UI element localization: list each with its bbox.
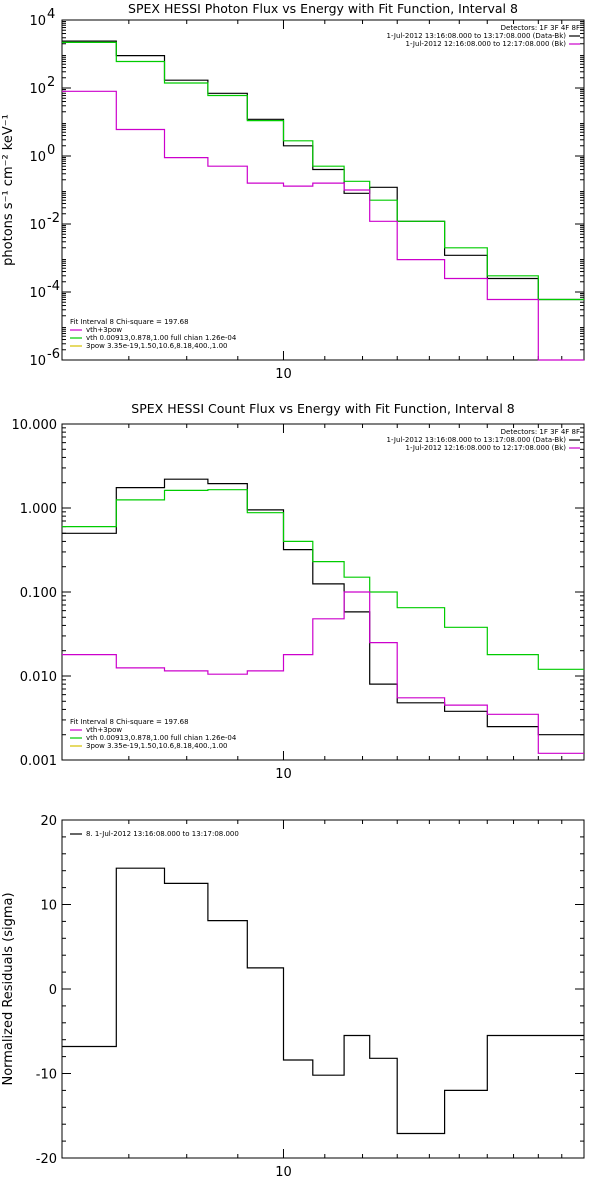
y-tick-exponent: -4 (47, 279, 60, 294)
series-line (62, 41, 584, 301)
legend-entry-label: 8. 1-Jul-2012 13:16:08.000 to 13:17:08.0… (86, 830, 239, 838)
y-tick-label: 10.000 (12, 418, 58, 433)
panel-2: SPEX HESSI Count Flux vs Energy with Fit… (12, 401, 585, 782)
legend-entry-label: 1-Jul-2012 12:16:08.000 to 12:17:08.000 … (406, 444, 567, 452)
y-tick-label: 0.100 (20, 586, 57, 601)
plot-frame (61, 423, 585, 761)
y-tick-exponent: 0 (47, 143, 55, 158)
y-tick-exponent: 2 (47, 75, 55, 90)
legend-entry-label: 1-Jul-2012 12:16:08.000 to 12:17:08.000 … (406, 40, 567, 48)
chart-title: SPEX HESSI Count Flux vs Energy with Fit… (131, 401, 514, 416)
x-tick-label: 10 (275, 767, 292, 782)
fit-summary: Fit Interval 8 Chi-square = 197.68 (70, 718, 189, 726)
series-3 (62, 591, 584, 754)
series-line (62, 40, 584, 301)
y-tick-label: 0.001 (20, 754, 57, 769)
series-line (62, 591, 584, 754)
plot-frame (61, 19, 585, 361)
y-tick-label: 10 (29, 218, 46, 233)
y-tick-exponent: 4 (47, 7, 55, 22)
series-line (62, 489, 584, 670)
y-tick-label: 10 (29, 82, 46, 97)
fit-component: 3pow 3.35e-19,1.50,10.6,8.18,400.,1.00 (86, 742, 228, 750)
fit-component: vth+3pow (86, 326, 122, 334)
fit-component: vth 0.00913,0.878,1.00 full chian 1.26e-… (86, 334, 237, 342)
y-tick-label: 20 (40, 814, 57, 829)
legend-entry-label: 1-Jul-2012 13:16:08.000 to 13:17:08.000 … (387, 32, 567, 40)
y-tick-label: 10 (29, 14, 46, 29)
x-tick-label: 10 (275, 1165, 292, 1180)
series-1 (62, 867, 584, 1135)
legend: Detectors: 1F 3F 4F 8F1-Jul-2012 13:16:0… (387, 24, 580, 48)
fit-component: vth+3pow (86, 726, 122, 734)
panel-1: SPEX HESSI Photon Flux vs Energy with Fi… (1, 1, 585, 382)
y-tick-exponent: -6 (47, 347, 60, 362)
y-axis-label: photons s⁻¹ cm⁻² keV⁻¹ (1, 114, 16, 266)
panel-3: 20 10 0 -10 -20 10 Normalized Residuals (sigma… (1, 814, 585, 1180)
legend: Detectors: 1F 3F 4F 8F1-Jul-2012 13:16:0… (387, 428, 580, 452)
y-tick-exponent: -2 (47, 211, 60, 226)
legend: 8. 1-Jul-2012 13:16:08.000 to 13:17:08.0… (70, 830, 239, 838)
fit-info: Fit Interval 8 Chi-square = 197.68vth+3p… (70, 318, 237, 350)
y-axis-label: Normalized Residuals (sigma) (1, 892, 16, 1085)
series-1 (62, 478, 584, 736)
series-2 (62, 41, 584, 301)
fit-summary: Fit Interval 8 Chi-square = 197.68 (70, 318, 189, 326)
series-line (62, 90, 584, 361)
fit-info: Fit Interval 8 Chi-square = 197.68vth+3p… (70, 718, 237, 750)
y-tick-label: 10 (29, 286, 46, 301)
y-tick-label: 10 (29, 150, 46, 165)
y-tick-label: 0 (49, 983, 57, 998)
series-line (62, 478, 584, 736)
series-line (62, 867, 584, 1135)
y-tick-label: -10 (36, 1068, 57, 1083)
legend-entry-label: 1-Jul-2012 13:16:08.000 to 13:17:08.000 … (387, 436, 567, 444)
legend-detectors: Detectors: 1F 3F 4F 8F (501, 24, 580, 32)
series-2 (62, 489, 584, 670)
plot-frame (61, 819, 585, 1159)
series-1 (62, 40, 584, 301)
y-tick-label: 1.000 (20, 502, 57, 517)
y-tick-label: 0.010 (20, 670, 57, 685)
x-tick-label: 10 (275, 367, 292, 382)
y-tick-label: -20 (36, 1152, 57, 1167)
legend-detectors: Detectors: 1F 3F 4F 8F (501, 428, 580, 436)
fit-component: 3pow 3.35e-19,1.50,10.6,8.18,400.,1.00 (86, 342, 228, 350)
chart-title: SPEX HESSI Photon Flux vs Energy with Fi… (128, 1, 518, 16)
fit-component: vth 0.00913,0.878,1.00 full chian 1.26e-… (86, 734, 237, 742)
y-tick-label: 10 (29, 354, 46, 369)
y-tick-label: 10 (40, 899, 57, 914)
series-3 (62, 90, 584, 361)
